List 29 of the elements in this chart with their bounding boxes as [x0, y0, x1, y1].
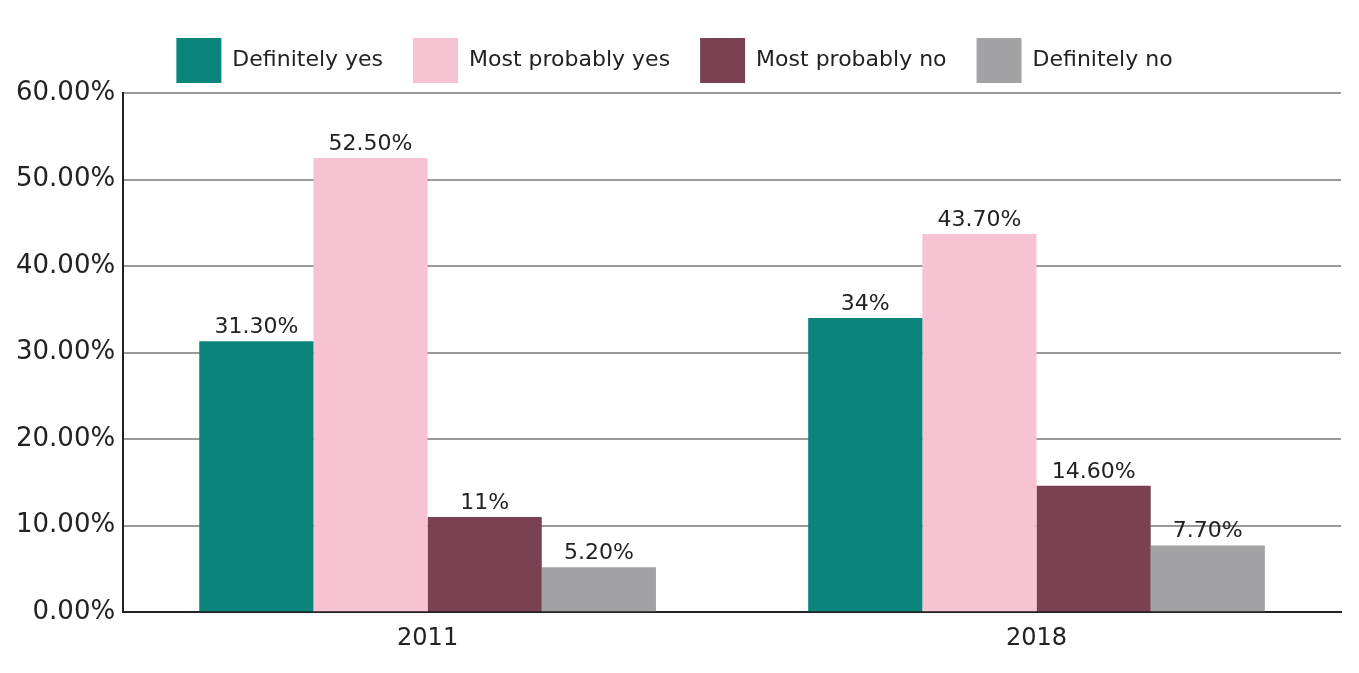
x-tick-label: 2011 [397, 622, 459, 651]
data-label: 31.30% [214, 313, 299, 339]
x-tick-label: 2018 [1006, 622, 1068, 651]
data-label: 14.60% [1051, 457, 1136, 483]
bar [922, 234, 1037, 612]
bar [313, 157, 428, 612]
bar [808, 317, 923, 612]
legend-label: Definitely no [1032, 46, 1173, 72]
y-tick-label: 10.00% [16, 508, 116, 539]
data-label: 34% [840, 289, 890, 315]
y-tick-label: 30.00% [16, 335, 116, 366]
legend-label: Most probably yes [469, 46, 671, 72]
data-label: 5.20% [563, 538, 634, 564]
bar [1150, 545, 1265, 612]
legend-label: Definitely yes [232, 46, 384, 72]
bar [199, 341, 314, 612]
data-label: 11% [460, 488, 510, 514]
y-tick-label: 50.00% [16, 162, 116, 193]
y-tick-label: 0.00% [32, 594, 116, 625]
data-label: 52.50% [328, 129, 413, 155]
bar [1036, 485, 1151, 612]
legend-label: Most probably no [756, 46, 947, 72]
data-label: 7.70% [1172, 517, 1243, 543]
bar [541, 567, 656, 612]
y-tick-label: 60.00% [16, 75, 116, 106]
y-tick-label: 40.00% [16, 248, 116, 279]
y-tick-label: 20.00% [16, 421, 116, 452]
bar [427, 517, 542, 612]
data-label: 43.70% [937, 205, 1022, 231]
